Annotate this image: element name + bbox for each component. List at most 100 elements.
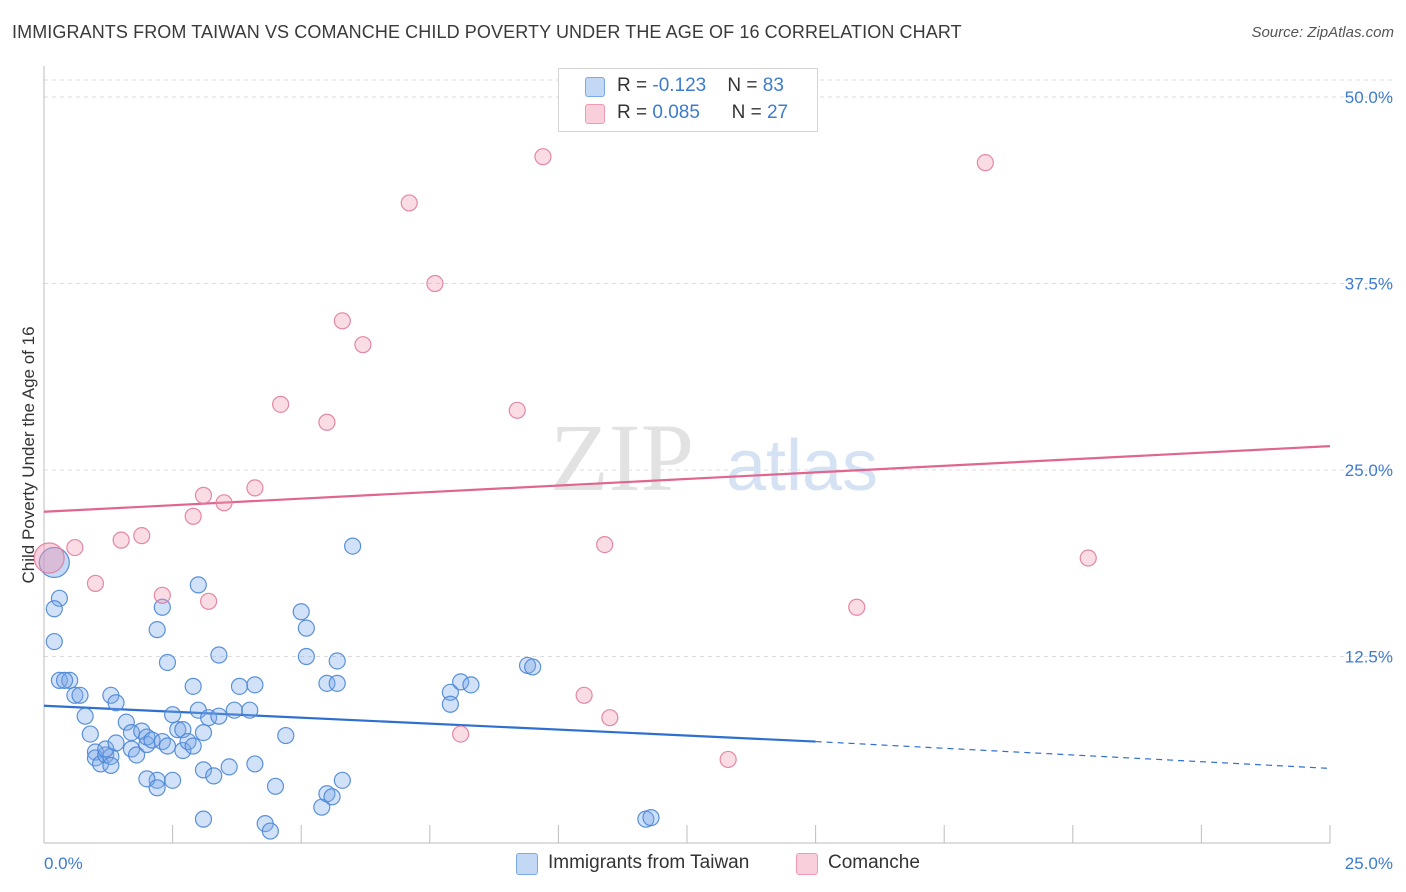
taiwan-point	[148, 621, 166, 639]
taiwan-point	[642, 809, 660, 827]
bottom-legend-swatch-taiwan	[516, 853, 538, 875]
comanche-point	[333, 312, 351, 330]
taiwan-point	[261, 822, 279, 840]
taiwan-point	[225, 701, 243, 719]
legend-n-value: 27	[766, 102, 789, 123]
taiwan-point	[174, 741, 192, 760]
chart-title: IMMIGRANTS FROM TAIWAN VS COMANCHE CHILD…	[12, 22, 962, 42]
y-tick-label: 37.5%	[1345, 275, 1393, 294]
taiwan-point	[107, 694, 125, 712]
data-points	[33, 148, 1097, 840]
taiwan-point	[38, 546, 70, 579]
comanche-point	[200, 592, 218, 610]
watermark-atlas: atlas	[726, 426, 878, 506]
taiwan-point	[50, 589, 69, 607]
legend-n-label: N =	[731, 102, 767, 123]
taiwan-point	[205, 767, 223, 785]
taiwan-point	[107, 734, 125, 752]
taiwan-point	[127, 746, 146, 764]
taiwan-point	[158, 653, 177, 672]
taiwan-point	[55, 671, 74, 689]
legend-n-label: N =	[727, 75, 763, 96]
taiwan-point	[333, 771, 351, 789]
taiwan-point	[266, 777, 285, 795]
taiwan-trend-extension	[815, 740, 1331, 769]
comanche-point	[601, 709, 619, 727]
taiwan-point	[164, 771, 182, 789]
x-tick-label: 25.0%	[1345, 854, 1393, 873]
x-tick-label: 0.0%	[44, 854, 83, 873]
taiwan-point	[194, 761, 213, 779]
y-tick-label: 50.0%	[1345, 88, 1393, 107]
taiwan-point	[117, 713, 135, 731]
taiwan-point	[220, 758, 238, 776]
taiwan-point	[164, 706, 182, 724]
taiwan-point	[61, 671, 79, 689]
taiwan-point	[462, 676, 480, 694]
comanche-point	[426, 274, 444, 293]
taiwan-point	[277, 726, 295, 745]
comanche-point	[153, 586, 171, 604]
comanche-point	[246, 479, 264, 497]
comanche-point	[86, 574, 105, 592]
correlation-legend: R = -0.123 N = 83 R = 0.085 N = 27	[558, 68, 818, 132]
comanche-point	[508, 401, 526, 419]
taiwan-point	[45, 632, 63, 651]
y-tick-label: 12.5%	[1345, 648, 1393, 667]
comanche-point	[133, 527, 151, 545]
taiwan-point	[323, 788, 341, 806]
comanche-point	[596, 535, 614, 554]
legend-r-value: 0.085	[652, 102, 700, 123]
comanche-point	[354, 336, 372, 354]
comanche-point	[976, 154, 994, 172]
taiwan-point	[241, 701, 259, 719]
taiwan-point	[297, 647, 315, 666]
taiwan-point	[210, 646, 228, 664]
comanche-point	[194, 486, 213, 504]
comanche-point	[534, 148, 552, 166]
comanche-point	[184, 507, 202, 525]
taiwan-point	[97, 740, 115, 758]
taiwan-point	[81, 725, 99, 743]
comanche-point	[66, 538, 84, 557]
comanche-point	[112, 531, 130, 549]
taiwan-point	[210, 707, 228, 725]
comanche-point	[318, 413, 336, 431]
taiwan-point	[71, 686, 89, 704]
comanche-trend-line	[43, 445, 1331, 513]
taiwan-point	[344, 537, 362, 555]
comanche-point	[575, 686, 593, 704]
taiwan-point	[153, 598, 171, 616]
legend-n-value: 83	[762, 75, 784, 96]
taiwan-point	[138, 728, 156, 746]
comanche-point	[272, 395, 290, 413]
taiwan-point	[441, 695, 459, 713]
taiwan-point	[441, 683, 459, 701]
axes	[43, 66, 1331, 844]
y-tick-label: 25.0%	[1345, 461, 1393, 480]
bottom-legend-label-comanche: Comanche	[828, 852, 920, 873]
taiwan-point	[194, 723, 213, 742]
taiwan-point	[184, 737, 202, 755]
legend-swatch-taiwan	[585, 77, 605, 97]
taiwan-point	[318, 785, 336, 803]
taiwan-point	[148, 779, 166, 797]
comanche-point	[848, 598, 866, 616]
taiwan-point	[194, 810, 213, 828]
legend-r-value: -0.123	[652, 75, 707, 96]
taiwan-point	[246, 676, 264, 694]
y-axis-label: Child Poverty Under the Age of 16	[19, 326, 38, 583]
legend-swatch-comanche	[585, 104, 605, 124]
comanche-point	[1079, 549, 1097, 567]
taiwan-point	[246, 755, 264, 773]
taiwan-point	[189, 576, 207, 594]
trend-lines	[43, 445, 1331, 769]
bottom-legend-swatch-comanche	[796, 853, 818, 875]
taiwan-point	[45, 600, 63, 618]
comanche-point	[33, 542, 65, 574]
taiwan-point	[328, 674, 346, 692]
grid-lines	[44, 79, 1392, 657]
bottom-legend-label-taiwan: Immigrants from Taiwan	[548, 852, 750, 873]
taiwan-point	[524, 658, 542, 676]
